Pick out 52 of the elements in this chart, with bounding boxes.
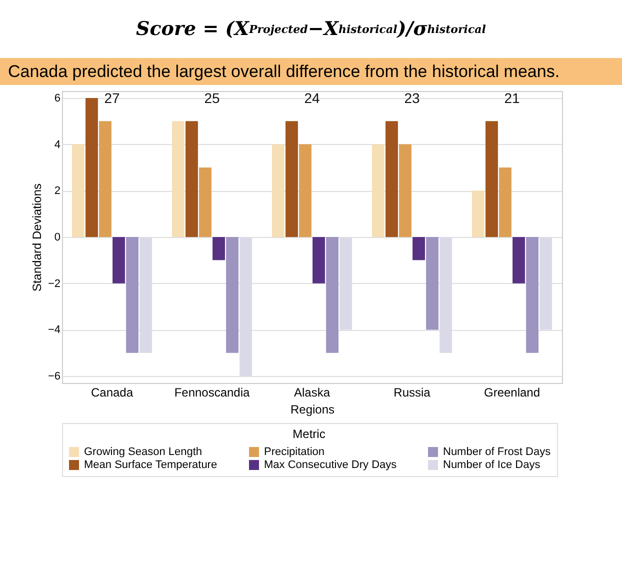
x-tick-label: Greenland	[484, 386, 540, 400]
bar	[172, 121, 184, 237]
bar	[486, 121, 498, 237]
chart-subtitle: Canada predicted the largest overall difference from the historical means.	[0, 58, 622, 85]
bar	[99, 121, 112, 237]
annotation: 25	[204, 90, 220, 106]
y-tick-label: 0	[54, 232, 60, 244]
legend-label: Growing Season Length	[84, 446, 202, 458]
x-tick-label: Fennoscandia	[174, 386, 250, 400]
y-tick-label: 2	[54, 185, 60, 198]
annotation: 24	[304, 90, 320, 106]
x-axis-title: Regions	[290, 402, 335, 416]
bar	[412, 237, 425, 260]
bar	[472, 190, 484, 237]
bar	[212, 237, 225, 260]
bar	[226, 237, 238, 353]
bar	[286, 121, 298, 237]
y-axis-title: Standard Deviations	[30, 183, 44, 292]
bar	[199, 167, 212, 237]
x-tick-label: Alaska	[294, 386, 330, 400]
bar	[399, 144, 412, 237]
legend-label: Max Consecutive Dry Days	[264, 459, 398, 471]
annotation: 23	[404, 90, 420, 106]
x-tick-label: Russia	[394, 386, 431, 400]
bar	[186, 121, 198, 237]
annotation: 27	[104, 90, 120, 106]
annotation: 21	[504, 90, 520, 106]
bar	[86, 98, 98, 237]
legend-label: Number of Frost Days	[443, 446, 552, 458]
legend-label: Mean Surface Temperature	[84, 459, 218, 471]
y-tick-label: 6	[54, 92, 60, 104]
bar	[386, 121, 398, 237]
y-tick-label: −2	[48, 278, 60, 290]
bar	[499, 167, 512, 237]
legend-label: Precipitation	[264, 446, 325, 458]
y-tick-label: 4	[54, 138, 60, 151]
bar	[299, 144, 312, 237]
bar	[426, 237, 438, 330]
x-tick-label: Canada	[90, 386, 134, 400]
bar	[72, 144, 84, 237]
bar	[326, 237, 338, 353]
y-tick-label: −4	[48, 324, 60, 336]
bar	[512, 237, 525, 284]
y-tick-label: −6	[48, 370, 60, 383]
bar	[526, 237, 538, 353]
bar	[312, 237, 325, 284]
bar	[126, 237, 138, 353]
bar	[112, 237, 125, 284]
bar	[272, 144, 284, 237]
legend-label: Number of Ice Days	[443, 459, 541, 471]
legend-title: Metric	[292, 427, 326, 441]
bar	[372, 144, 384, 237]
